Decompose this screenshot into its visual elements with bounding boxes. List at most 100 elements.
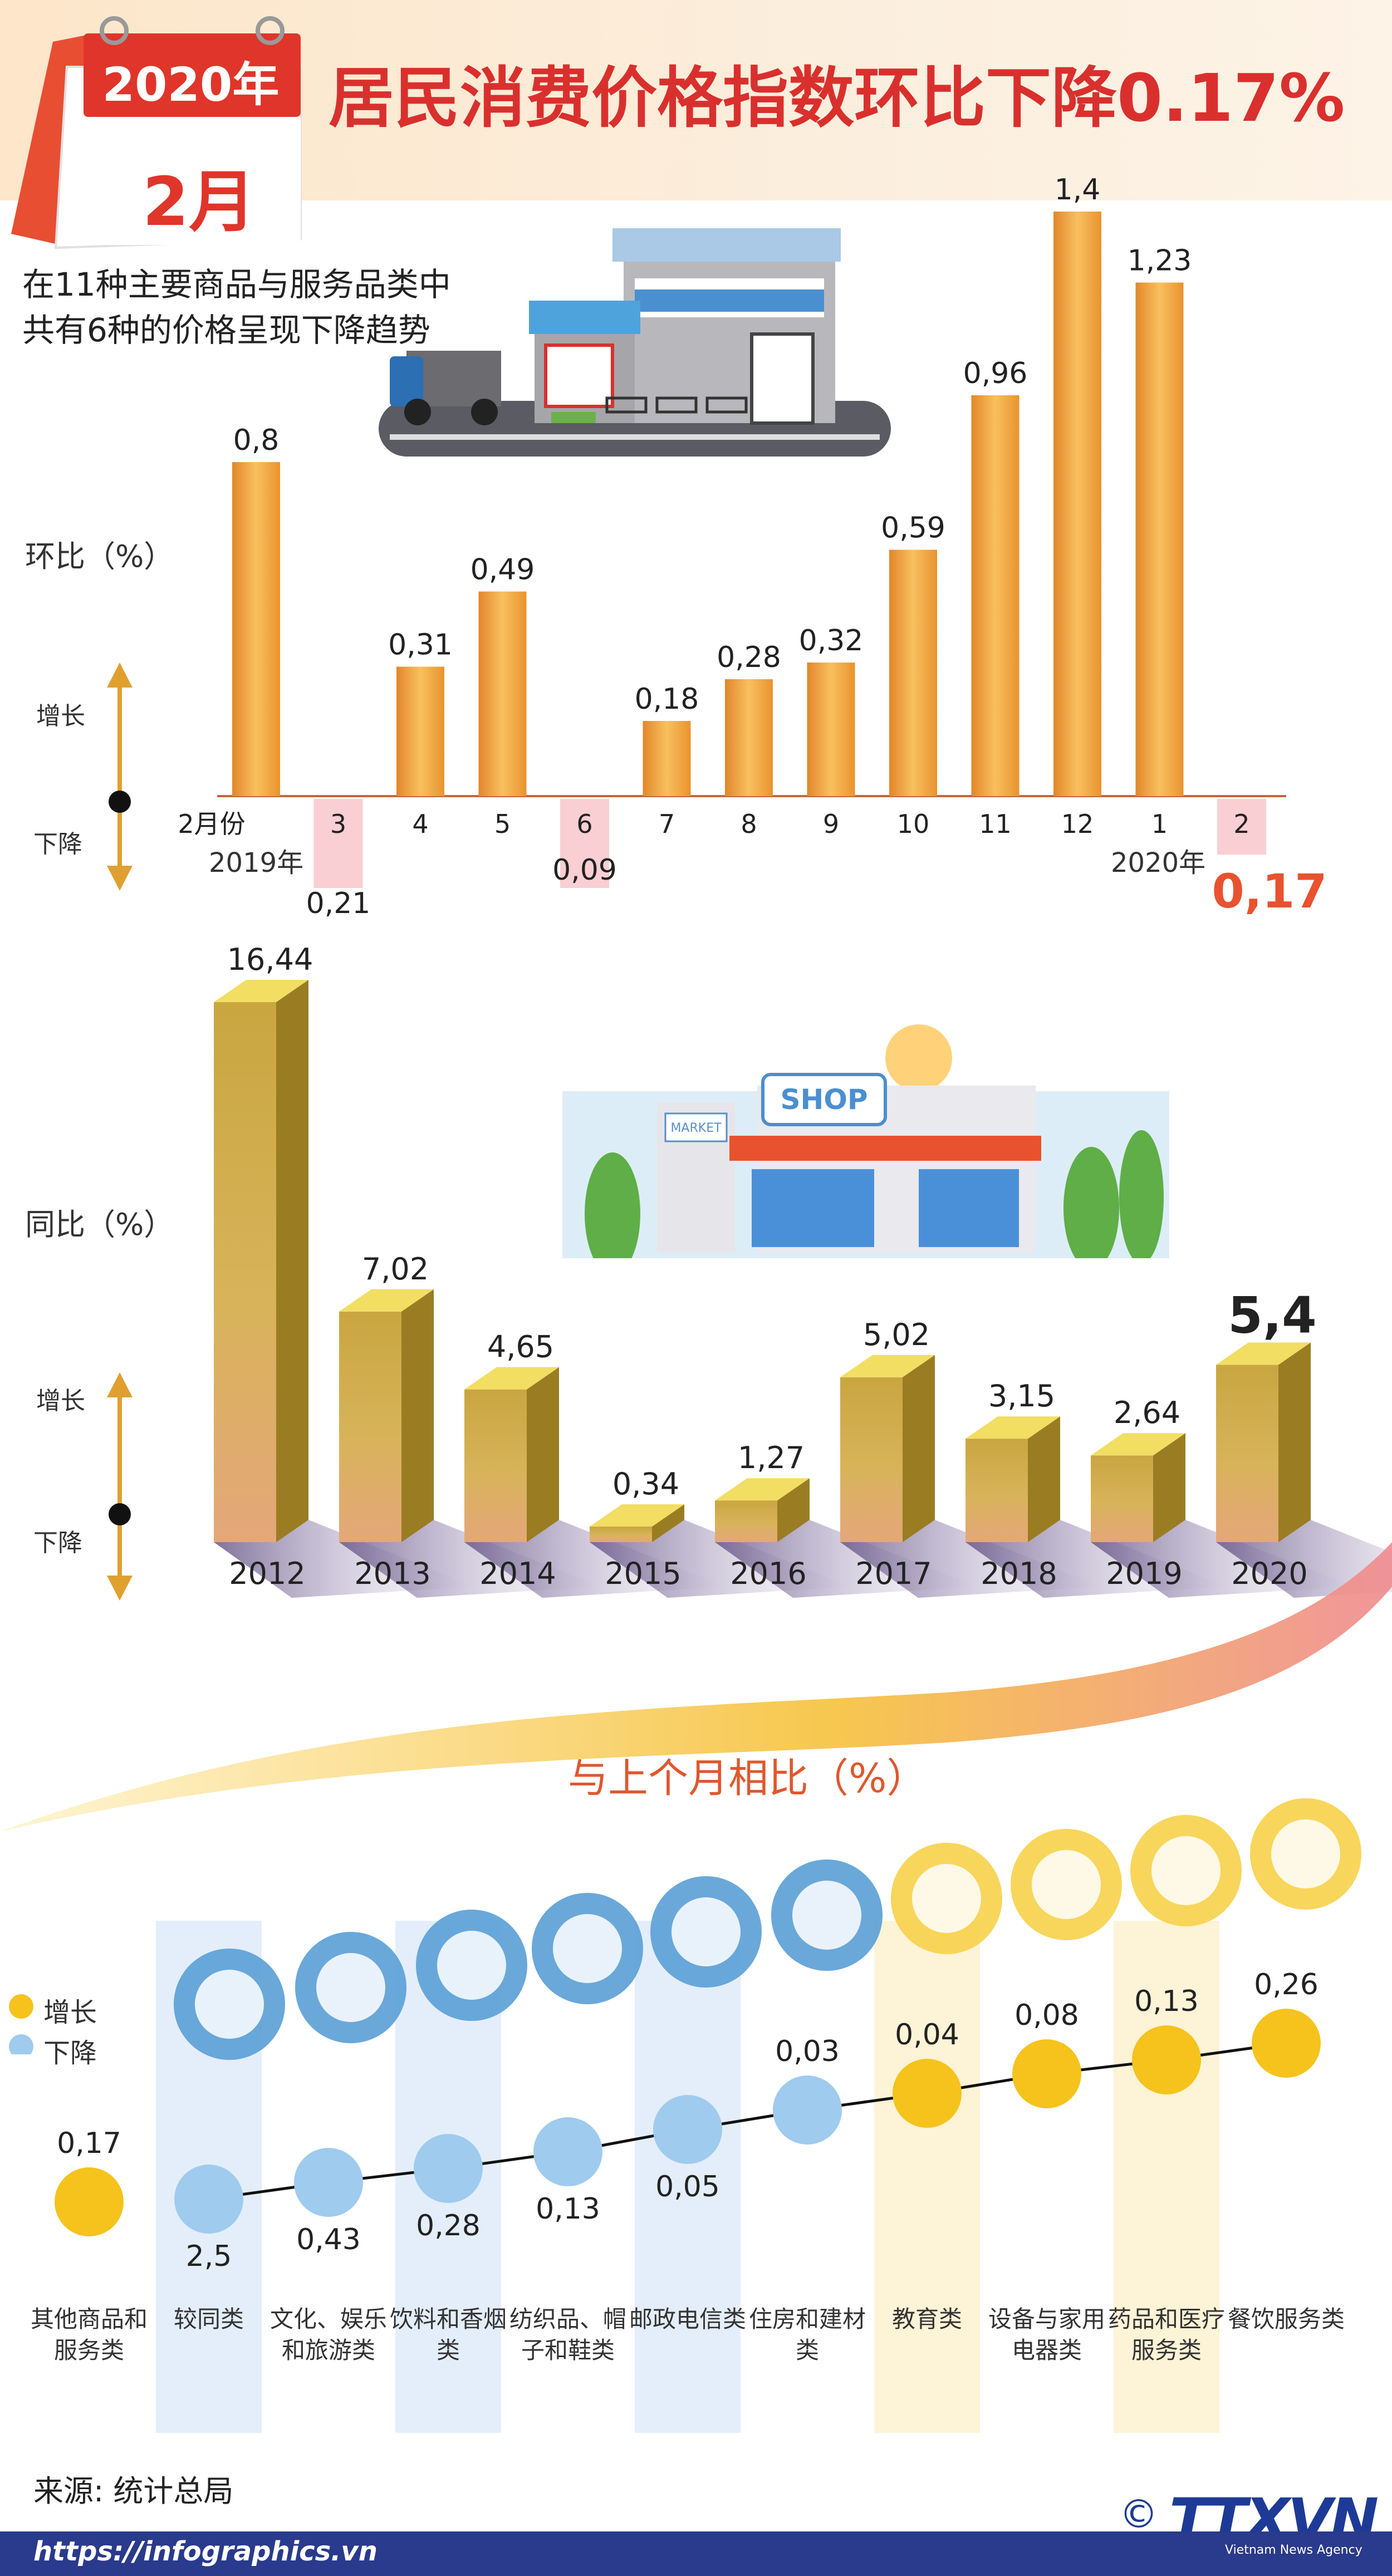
chart3-category-label-1: 较同类 bbox=[174, 2305, 244, 2333]
chart3-category-label-6: 住房和建材 bbox=[749, 2305, 866, 2333]
chart1-category-label-4: 6 bbox=[576, 809, 592, 839]
chart2-bar-front-1 bbox=[339, 1311, 401, 1542]
chart2-bar-front-4 bbox=[715, 1500, 777, 1542]
chart2-category-label-4: 2016 bbox=[730, 1556, 806, 1591]
chart1-category-label-10: 12 bbox=[1061, 809, 1094, 839]
chart2-bar-side-7 bbox=[1153, 1433, 1185, 1542]
chart3-category-label-0: 其他商品和 bbox=[31, 2305, 148, 2333]
chart3-column-bg-7 bbox=[874, 1921, 980, 2433]
chart3-title: 与上个月相比（%） bbox=[568, 1755, 927, 1802]
washing-machine-icon-inner bbox=[1032, 1850, 1101, 1919]
chart2-category-label-3: 2015 bbox=[605, 1556, 681, 1591]
chart1-category-label-1: 3 bbox=[330, 809, 346, 839]
chart1-value-label-8: 0,59 bbox=[881, 512, 945, 545]
chart3-category-label-9: 药品和医疗 bbox=[1108, 2305, 1225, 2333]
chart1-bar-3 bbox=[478, 591, 527, 796]
chart2-bar-top-4 bbox=[715, 1478, 810, 1501]
chart3-value-label-3: 0,28 bbox=[416, 2209, 481, 2243]
graduation-cap-icon-inner bbox=[912, 1864, 981, 1933]
chart2-yearly-bar-chart: 16,44 2012 7,02 2013 4,65 2014 0,34 2015 1,27 201… bbox=[214, 942, 1392, 1598]
chart2-category-label-0: 2012 bbox=[229, 1556, 305, 1591]
chart2-bar-side-3 bbox=[652, 1504, 684, 1542]
chart1-category-label-11: 1 bbox=[1151, 809, 1168, 839]
chart2-value-label-7: 2,64 bbox=[1114, 1395, 1180, 1430]
chart2-value-label-6: 3,15 bbox=[988, 1378, 1055, 1414]
chart1-bar-10 bbox=[1053, 212, 1101, 796]
chart3-point-2 bbox=[294, 2148, 363, 2217]
chart1-category-label-3: 5 bbox=[494, 809, 511, 839]
chart2-bar-front-2 bbox=[464, 1389, 527, 1542]
chart1-value-label-12: 0,17 bbox=[1212, 864, 1327, 919]
chart1-value-label-7: 0,32 bbox=[799, 624, 864, 658]
chart2-bar-top-2 bbox=[464, 1367, 559, 1390]
chart3-category-label-5: 邮政电信类 bbox=[629, 2305, 746, 2333]
chart2-bar-top-7 bbox=[1091, 1433, 1185, 1456]
chart2-category-label-2: 2014 bbox=[479, 1556, 556, 1591]
chart2-bar-side-2 bbox=[527, 1367, 559, 1542]
chart3-point-4 bbox=[533, 2117, 602, 2186]
chart1-value-label-11: 1,23 bbox=[1128, 244, 1192, 278]
chart3-point-5 bbox=[653, 2095, 722, 2164]
chart3-category-label-10: 餐饮服务类 bbox=[1228, 2305, 1345, 2333]
source-text: 来源: 统计总局 bbox=[33, 2474, 234, 2509]
drinks-icon-inner bbox=[437, 1931, 506, 2000]
chart3-category-label-8: 设备与家用 bbox=[988, 2305, 1105, 2333]
chart3-value-label-1: 2,5 bbox=[186, 2240, 232, 2273]
chart1-up-label: 增长 bbox=[36, 702, 85, 730]
chart3-category-label-8: 电器类 bbox=[1012, 2337, 1082, 2364]
chart1-ylabel: 环比（%） bbox=[25, 539, 174, 574]
chart1-bar-5 bbox=[643, 721, 691, 796]
chart3-category-label-3: 类 bbox=[437, 2337, 460, 2364]
chart1-neg-highlight-4 bbox=[560, 799, 609, 888]
legend-dots bbox=[9, 1994, 33, 2054]
shop-illustration: MARKET SHOP bbox=[562, 1024, 1169, 1258]
chart1-bar-8 bbox=[889, 549, 937, 796]
chart3-value-label-10: 0,26 bbox=[1254, 1968, 1319, 2001]
footer-url-link[interactable]: https://infographics.vn bbox=[33, 2536, 378, 2567]
chart2-bar-top-6 bbox=[965, 1416, 1060, 1439]
chart2-bar-top-0 bbox=[214, 980, 308, 1002]
chart1-value-label-1: 0,21 bbox=[306, 887, 371, 920]
chart3-point-9 bbox=[1132, 2025, 1201, 2094]
chart1-category-label-12: 2 bbox=[1233, 809, 1249, 839]
meal-icon-inner bbox=[1271, 1819, 1340, 1888]
chart2-value-label-2: 4,65 bbox=[487, 1329, 554, 1365]
chart1-year-label-2020: 2020年 bbox=[1111, 847, 1206, 879]
chart1-value-label-5: 0,18 bbox=[635, 683, 699, 716]
chart1-bar-11 bbox=[1135, 282, 1184, 796]
chart1-category-label-7: 9 bbox=[823, 809, 839, 839]
chart3-point-3 bbox=[414, 2134, 483, 2203]
traffic-light-icon-inner bbox=[195, 1970, 264, 2039]
legend-down-label: 下降 bbox=[43, 2038, 97, 2069]
chart3-value-label-6: 0,03 bbox=[775, 2035, 840, 2068]
chart2-ylabel: 同比（%） bbox=[25, 1207, 174, 1242]
chart1-category-label-5: 7 bbox=[659, 809, 675, 839]
chart2-bar-top-5 bbox=[840, 1355, 935, 1377]
footer-bar bbox=[0, 2531, 1392, 2576]
intro-text: 在11种主要商品与服务品类中 共有6种的价格呈现下降趋势 bbox=[22, 262, 451, 353]
chart2-bar-side-0 bbox=[276, 980, 308, 1542]
antenna-icon-inner bbox=[672, 1897, 741, 1966]
chart3-category-label-9: 服务类 bbox=[1131, 2337, 1202, 2364]
chart3-point-8 bbox=[1012, 2039, 1081, 2108]
chart1-up-down-arrow bbox=[107, 663, 133, 891]
house-icon-inner bbox=[792, 1881, 861, 1950]
chart1-value-label-2: 0,31 bbox=[388, 629, 453, 662]
chart3-category-label-0: 服务类 bbox=[54, 2337, 124, 2364]
chart3-category-label-4: 纺织品、帽 bbox=[509, 2305, 626, 2333]
chart2-bar-side-1 bbox=[401, 1289, 434, 1542]
chart3-point-7 bbox=[893, 2059, 962, 2128]
chart3-value-label-4: 0,13 bbox=[536, 2192, 600, 2226]
logo-subtitle: Vietnam News Agency bbox=[1225, 2543, 1362, 2557]
chart1-value-label-3: 0,49 bbox=[470, 553, 535, 587]
chart1-neg-highlight-1 bbox=[313, 799, 363, 888]
decorative-wave bbox=[0, 1542, 1392, 1832]
chart2-bar-front-0 bbox=[214, 1002, 276, 1542]
chart2-bar-front-6 bbox=[965, 1439, 1028, 1542]
chart2-category-label-1: 2013 bbox=[354, 1556, 430, 1591]
chart2-bar-top-8 bbox=[1216, 1342, 1311, 1365]
chart3-column-bg-5 bbox=[635, 1921, 741, 2433]
chart3-value-label-0: 0,17 bbox=[57, 2127, 121, 2160]
chart2-up-label: 增长 bbox=[36, 1387, 85, 1415]
calendar-year: 2020年 bbox=[102, 57, 280, 112]
